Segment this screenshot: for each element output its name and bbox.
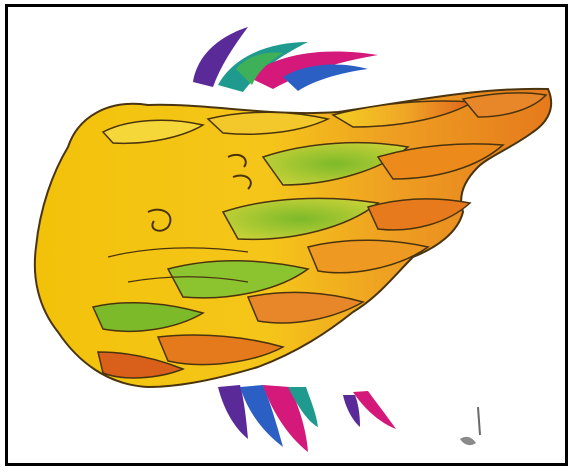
flight-feather-4 [246,291,365,324]
covert-feather-2 [206,111,331,135]
flight-feather-2 [366,198,472,231]
small-grey-stroke [477,406,481,436]
image-frame [5,4,568,466]
curl-line-1 [147,208,172,232]
plumage-tail-magenta [263,385,308,452]
flight-feather-5 [156,334,285,366]
flight-feather-1 [376,143,505,180]
curl-line-3 [232,174,252,190]
plumage-feather-purple [193,27,248,87]
covert-feather-1 [101,119,205,145]
flight-feather-3 [306,239,430,274]
curl-line-2 [227,153,247,168]
highlight-line-2 [127,276,249,283]
background-plumage-top [193,27,378,92]
plumage-tail-blue [240,385,283,447]
plumage-feather-blue [283,64,368,91]
plumage-tail-teal [288,387,318,427]
wing [33,87,553,389]
plumage-feather-green [236,52,283,85]
flight-feather-6 [97,351,186,379]
green-feather-1 [261,141,410,186]
wing-artwork [33,27,553,452]
green-feather-3 [166,260,310,299]
plumage-tail-magenta-2 [353,391,396,429]
plumage-tail-purple-2 [343,395,360,427]
covert-feather-4 [461,92,548,118]
green-feather-2 [221,197,380,241]
background-plumage-bottom [218,385,481,452]
small-grey-mark [460,436,476,446]
highlight-line-1 [107,247,249,258]
green-feather-4 [91,301,205,333]
plumage-tail-purple [218,385,248,439]
